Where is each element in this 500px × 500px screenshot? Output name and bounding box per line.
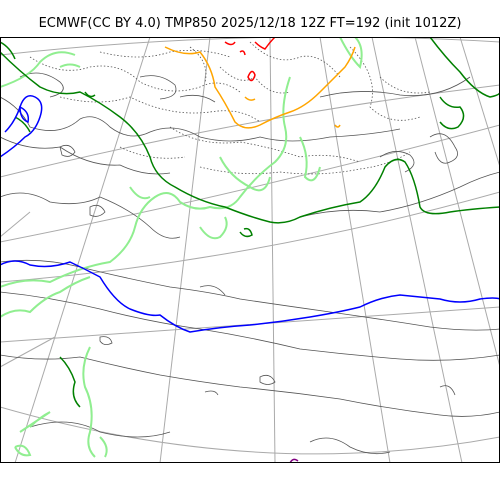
dotted-isotherms xyxy=(29,41,431,175)
isotherm-light-green xyxy=(0,37,363,458)
isotherm-orange xyxy=(164,46,356,129)
isotherm-green xyxy=(0,37,500,408)
isotherm-blue xyxy=(0,95,500,333)
coastlines xyxy=(0,72,500,455)
longitude-lines xyxy=(0,37,500,463)
latitude-lines xyxy=(0,37,500,455)
isotherm-red xyxy=(224,37,276,82)
map-title: ECMWF(CC BY 4.0) TMP850 2025/12/18 12Z F… xyxy=(38,16,462,31)
weather-map xyxy=(0,37,500,463)
